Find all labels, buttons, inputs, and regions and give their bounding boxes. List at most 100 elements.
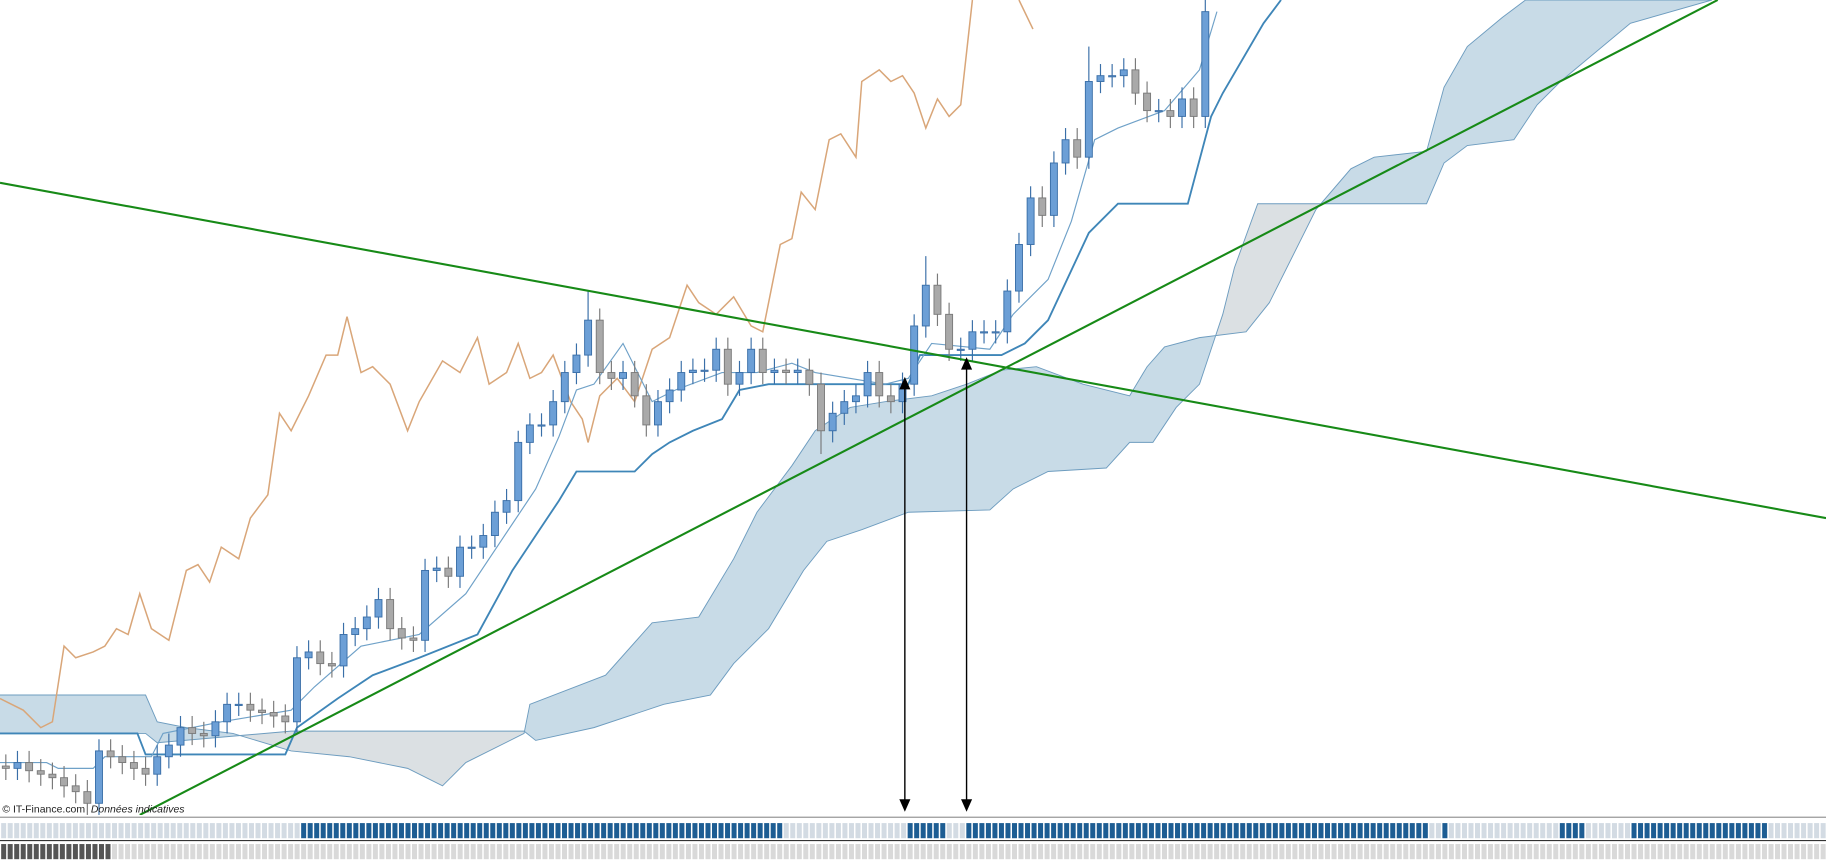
signal-cell bbox=[966, 844, 972, 860]
signal-cell bbox=[464, 823, 470, 839]
signal-cell bbox=[1468, 844, 1474, 860]
candle-body bbox=[164, 744, 173, 758]
signal-cell bbox=[1461, 823, 1467, 839]
signal-cell bbox=[940, 823, 946, 839]
signal-cell bbox=[1096, 844, 1102, 860]
candle-body bbox=[95, 750, 103, 804]
signal-cell bbox=[601, 823, 607, 839]
candle-body bbox=[1119, 69, 1128, 77]
signal-cell bbox=[1090, 823, 1096, 839]
signal-cell bbox=[470, 823, 476, 839]
signal-cell bbox=[170, 823, 176, 839]
signal-cell bbox=[209, 844, 215, 860]
signal-cell bbox=[744, 844, 750, 860]
signal-cell bbox=[477, 823, 483, 839]
signal-cell bbox=[1207, 823, 1213, 839]
signal-cell bbox=[1807, 823, 1813, 839]
signal-cell bbox=[105, 844, 111, 860]
signal-cell bbox=[1442, 823, 1448, 839]
candle-body bbox=[258, 709, 266, 713]
signal-cell bbox=[1690, 844, 1696, 860]
signal-cell bbox=[1096, 823, 1102, 839]
signal-cell bbox=[1038, 823, 1044, 839]
signal-cell bbox=[288, 844, 294, 860]
signal-cell bbox=[157, 823, 163, 839]
signal-cell bbox=[1481, 844, 1487, 860]
candle-body bbox=[1038, 197, 1047, 216]
signal-cell bbox=[190, 823, 196, 839]
signal-cell bbox=[757, 823, 763, 839]
indicator-line bbox=[0, 11, 1218, 769]
candle-body bbox=[129, 762, 138, 769]
signal-cell bbox=[425, 844, 431, 860]
signal-cell bbox=[1044, 823, 1050, 839]
signal-cell bbox=[477, 844, 483, 860]
signal-cell bbox=[953, 844, 959, 860]
signal-cell bbox=[1090, 844, 1096, 860]
signal-cell bbox=[881, 844, 887, 860]
signal-cell bbox=[1703, 844, 1709, 860]
candle-body bbox=[1096, 75, 1105, 82]
signal-cell bbox=[672, 823, 678, 839]
candle-body bbox=[467, 546, 476, 549]
signal-cell bbox=[1611, 844, 1617, 860]
signal-cell bbox=[1625, 823, 1631, 839]
signal-cell bbox=[959, 844, 965, 860]
signal-cell bbox=[1520, 844, 1526, 860]
signal-cell bbox=[164, 823, 170, 839]
signal-cell bbox=[1201, 844, 1207, 860]
signal-cell bbox=[255, 823, 261, 839]
signal-cell bbox=[959, 823, 965, 839]
signal-cell bbox=[861, 844, 868, 860]
signal-cell bbox=[483, 844, 489, 860]
signal-cell bbox=[1370, 823, 1376, 839]
signal-cell bbox=[1331, 844, 1337, 860]
signal-cell bbox=[1814, 823, 1820, 839]
signal-cell bbox=[1318, 823, 1324, 839]
candle-body bbox=[409, 637, 418, 641]
signal-cell bbox=[40, 823, 46, 839]
signal-cell bbox=[783, 844, 789, 860]
signal-cell bbox=[1742, 823, 1748, 839]
signal-cell bbox=[1338, 844, 1344, 860]
signal-cell bbox=[1383, 823, 1389, 839]
signal-cell bbox=[294, 844, 300, 860]
candle-body bbox=[1178, 98, 1186, 117]
signal-cell bbox=[1605, 844, 1611, 860]
signal-cell bbox=[242, 844, 248, 860]
candle-body bbox=[886, 395, 895, 403]
signal-cell bbox=[588, 844, 594, 860]
candle-body bbox=[36, 770, 45, 775]
signal-cell bbox=[320, 844, 326, 860]
signal-cell bbox=[1716, 844, 1722, 860]
candle-body bbox=[793, 369, 802, 374]
signal-cell bbox=[1559, 844, 1565, 860]
signal-cell bbox=[1083, 823, 1089, 839]
signal-cell bbox=[1501, 844, 1507, 860]
candle-body bbox=[351, 628, 360, 635]
signal-cell bbox=[1305, 844, 1311, 860]
signal-cell bbox=[1422, 844, 1428, 860]
signal-cell bbox=[588, 823, 594, 839]
signal-cell bbox=[1540, 844, 1546, 860]
candle-body bbox=[269, 712, 278, 717]
signal-cell bbox=[516, 844, 522, 860]
signal-cell bbox=[1240, 823, 1246, 839]
signal-cell bbox=[1311, 844, 1317, 860]
signal-cell bbox=[1403, 823, 1409, 839]
signal-cell bbox=[1618, 823, 1624, 839]
signal-cell bbox=[216, 844, 222, 860]
signal-cell bbox=[1572, 844, 1578, 860]
signal-cell bbox=[614, 823, 620, 839]
candle-body bbox=[758, 348, 767, 374]
candle-body bbox=[595, 319, 604, 374]
candle-body bbox=[188, 727, 197, 734]
candle-body bbox=[327, 663, 336, 667]
signal-cell bbox=[314, 823, 320, 839]
signal-cell bbox=[894, 823, 900, 839]
signal-cell bbox=[314, 844, 320, 860]
signal-cell bbox=[216, 823, 222, 839]
signal-cell bbox=[1677, 823, 1683, 839]
signal-cell bbox=[1488, 823, 1494, 839]
signal-cell bbox=[1494, 844, 1500, 860]
